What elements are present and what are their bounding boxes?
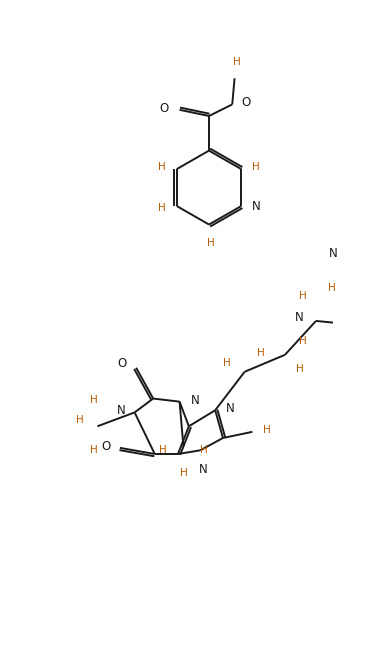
Text: N: N: [199, 463, 208, 475]
Text: H: H: [252, 162, 260, 171]
Text: H: H: [159, 445, 166, 455]
Text: N: N: [191, 394, 199, 407]
Text: O: O: [101, 440, 111, 452]
Text: H: H: [158, 162, 166, 171]
Text: H: H: [233, 57, 241, 67]
Text: H: H: [207, 239, 215, 248]
Text: H: H: [223, 357, 231, 368]
Text: H: H: [179, 468, 187, 478]
Text: H: H: [90, 394, 97, 405]
Text: H: H: [263, 425, 271, 436]
Text: H: H: [201, 445, 208, 455]
Text: O: O: [159, 102, 169, 115]
Text: H: H: [76, 415, 84, 425]
Text: N: N: [117, 404, 125, 417]
Text: H: H: [158, 203, 166, 213]
Text: H: H: [90, 445, 97, 454]
Text: N: N: [295, 312, 303, 324]
Text: H: H: [328, 283, 336, 293]
Text: H: H: [299, 291, 307, 301]
Text: H: H: [257, 348, 265, 359]
Text: O: O: [118, 357, 127, 370]
Text: H: H: [299, 336, 307, 346]
Text: O: O: [242, 96, 251, 110]
Text: N: N: [329, 248, 337, 260]
Text: N: N: [252, 200, 261, 213]
Text: N: N: [226, 402, 235, 415]
Text: H: H: [296, 364, 303, 374]
